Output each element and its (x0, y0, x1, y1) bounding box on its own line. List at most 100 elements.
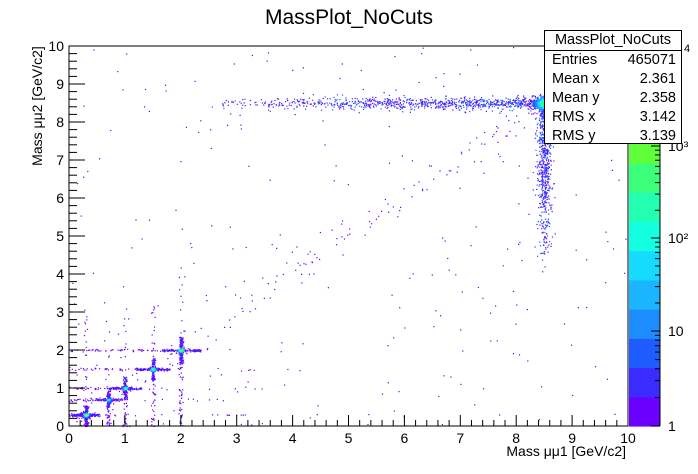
data-point (414, 106, 416, 108)
data-point (89, 415, 91, 417)
data-point (105, 399, 107, 401)
data-point (239, 101, 241, 103)
data-point (296, 106, 298, 108)
data-point (84, 411, 86, 413)
data-point (521, 101, 523, 103)
data-point (179, 400, 181, 402)
data-point (487, 103, 490, 105)
data-point (484, 131, 486, 134)
data-point (125, 381, 127, 383)
data-point (543, 173, 545, 175)
data-point (239, 297, 242, 299)
data-point (212, 414, 214, 416)
data-point (541, 172, 543, 174)
data-point (123, 382, 125, 384)
data-point (360, 101, 362, 103)
data-point (87, 407, 89, 409)
data-point (85, 406, 87, 408)
data-point (487, 101, 489, 103)
data-point (532, 95, 534, 97)
data-point (111, 368, 113, 370)
data-point (542, 137, 544, 140)
data-point (537, 177, 539, 180)
data-point (196, 349, 198, 352)
data-point (542, 181, 544, 183)
data-point (336, 102, 338, 104)
data-point (181, 284, 183, 286)
data-point (107, 415, 109, 417)
data-point (542, 142, 544, 144)
data-point (287, 100, 289, 102)
data-point (179, 361, 181, 363)
data-point (126, 378, 128, 380)
data-point (153, 371, 155, 373)
data-point (347, 234, 349, 236)
data-point (368, 105, 370, 107)
data-point (542, 98, 544, 100)
data-point (545, 237, 547, 239)
data-point (86, 316, 88, 318)
data-point (298, 103, 300, 105)
data-point (546, 158, 548, 160)
data-point (509, 105, 512, 107)
data-point (87, 349, 90, 351)
data-point (393, 103, 395, 105)
data-point (94, 412, 96, 414)
data-point (222, 400, 224, 402)
data-point (154, 362, 156, 364)
data-point (454, 98, 456, 100)
data-point (539, 245, 542, 247)
data-point (525, 100, 527, 102)
data-point (540, 109, 542, 111)
data-point (480, 101, 482, 103)
data-point (411, 103, 413, 105)
data-point (541, 109, 543, 111)
data-point (124, 378, 126, 380)
data-point (388, 103, 391, 105)
data-point (180, 341, 182, 343)
data-point (434, 100, 436, 102)
data-point (82, 412, 84, 414)
data-point (144, 106, 146, 108)
data-point (122, 387, 124, 389)
data-point (234, 100, 236, 102)
data-point (274, 99, 276, 102)
data-point (367, 103, 369, 106)
data-point (547, 189, 549, 191)
data-point (527, 100, 529, 102)
data-point (126, 380, 128, 382)
data-point (267, 52, 270, 54)
data-point (89, 414, 92, 416)
data-point (523, 96, 525, 98)
data-point (249, 104, 251, 106)
data-point (128, 368, 130, 370)
data-point (422, 104, 424, 106)
data-point (177, 367, 179, 370)
data-point (84, 400, 86, 402)
data-point (365, 106, 367, 108)
data-point (269, 103, 271, 105)
data-point (516, 102, 518, 105)
data-point (337, 104, 339, 107)
data-point (153, 342, 155, 344)
data-point (334, 98, 336, 101)
data-point (548, 162, 550, 164)
data-point (80, 412, 83, 414)
data-point (403, 105, 405, 107)
data-point (146, 369, 149, 371)
data-point (79, 412, 81, 414)
data-point (475, 102, 477, 104)
data-point (392, 102, 395, 104)
data-point (228, 414, 231, 416)
data-point (495, 104, 497, 106)
data-point (93, 49, 95, 51)
data-point (182, 360, 184, 362)
data-point (402, 111, 404, 113)
data-point (276, 247, 278, 249)
data-point (322, 120, 324, 122)
data-point (544, 168, 546, 170)
data-point (539, 224, 541, 226)
data-point (461, 291, 463, 293)
data-point (301, 102, 303, 104)
data-point (112, 397, 114, 399)
